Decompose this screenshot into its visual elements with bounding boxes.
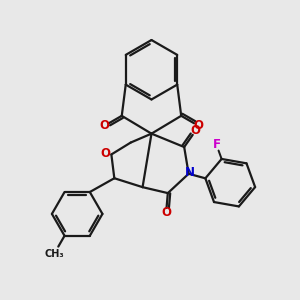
Text: CH₃: CH₃: [44, 249, 64, 259]
Text: F: F: [212, 139, 220, 152]
Text: O: O: [100, 119, 110, 132]
Text: O: O: [161, 206, 171, 219]
Text: O: O: [194, 119, 203, 132]
Text: O: O: [100, 147, 110, 161]
Text: O: O: [190, 124, 201, 137]
Text: N: N: [184, 166, 194, 179]
